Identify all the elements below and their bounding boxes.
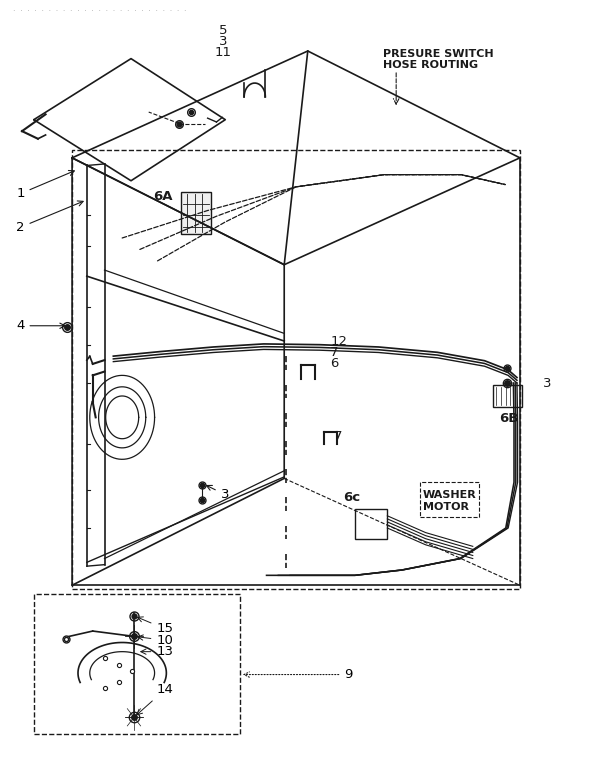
Bar xyxy=(181,192,211,234)
Text: 3: 3 xyxy=(543,377,552,389)
Text: 10: 10 xyxy=(138,633,173,647)
Bar xyxy=(72,150,520,589)
Text: MOTOR: MOTOR xyxy=(423,502,469,512)
Text: 15: 15 xyxy=(137,617,173,635)
Text: 3: 3 xyxy=(218,34,227,47)
Bar xyxy=(420,483,479,516)
Text: 9: 9 xyxy=(244,668,353,681)
Bar xyxy=(34,594,240,734)
Text: 14: 14 xyxy=(137,683,173,715)
Text: 7: 7 xyxy=(334,430,343,443)
Text: 6: 6 xyxy=(330,357,339,370)
Text: 11: 11 xyxy=(214,46,231,59)
Text: 12: 12 xyxy=(330,335,347,348)
Text: PRESURE SWITCH: PRESURE SWITCH xyxy=(383,49,494,59)
Text: 6A: 6A xyxy=(153,189,173,202)
Text: 13: 13 xyxy=(141,645,173,658)
Text: WASHER: WASHER xyxy=(423,490,477,500)
Text: 7: 7 xyxy=(330,346,339,359)
Text: 2: 2 xyxy=(16,201,83,234)
Text: 6c: 6c xyxy=(343,491,361,504)
Text: HOSE ROUTING: HOSE ROUTING xyxy=(383,60,478,70)
Bar xyxy=(493,385,522,408)
Text: 3: 3 xyxy=(207,486,229,501)
Bar xyxy=(355,509,387,539)
Text: 4: 4 xyxy=(16,319,65,332)
Text: ·  ·  ·  ·  ·  ·  ·  ·  ·  ·  ·  ·  ·  ·  ·  ·  ·  ·  ·  ·  ·  ·  ·  ·  ·: · · · · · · · · · · · · · · · · · · · · … xyxy=(13,7,186,16)
Text: 5: 5 xyxy=(218,24,227,37)
Text: 1: 1 xyxy=(16,171,74,200)
Text: 6B: 6B xyxy=(498,412,518,425)
